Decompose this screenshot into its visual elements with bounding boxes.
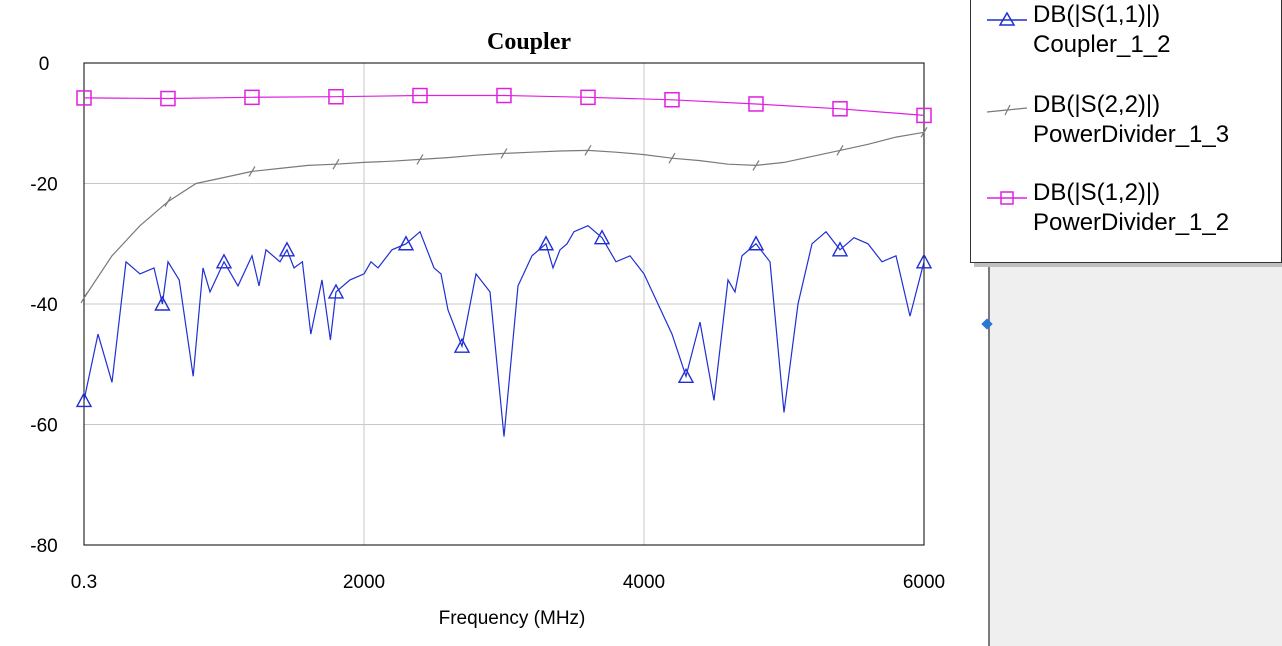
data-point xyxy=(500,148,508,159)
y-tick-label: 0 xyxy=(39,54,50,75)
series-line-2 xyxy=(84,94,924,116)
data-point xyxy=(164,196,172,207)
x-tick-label: 0.3 xyxy=(71,572,97,593)
legend-pane: DB(|S(1,1)|) Coupler_1_2 DB(|S(2,2)|) Po… xyxy=(960,0,1282,646)
data-point xyxy=(748,96,764,112)
y-tick-label: -40 xyxy=(30,295,57,316)
legend-item-s11[interactable]: DB(|S(1,1)|) Coupler_1_2 xyxy=(971,0,1281,80)
plot-frame xyxy=(83,62,925,546)
x-tick-label: 4000 xyxy=(623,572,665,593)
data-point xyxy=(920,126,928,138)
y-tick-label: -60 xyxy=(30,416,57,437)
data-point xyxy=(412,87,428,104)
x-tick-label: 2000 xyxy=(343,572,385,593)
legend-item-s22[interactable]: DB(|S(2,2)|) PowerDivider_1_3 xyxy=(971,90,1281,170)
data-point xyxy=(580,89,596,106)
legend-series-source: Coupler_1_2 xyxy=(1033,31,1171,58)
cross-marker-icon xyxy=(987,104,1027,116)
data-point xyxy=(332,158,340,170)
data-point xyxy=(397,235,415,251)
data-point xyxy=(328,88,344,105)
data-point xyxy=(160,90,176,107)
data-point xyxy=(747,235,765,251)
chart-title: Coupler xyxy=(487,29,571,55)
data-point xyxy=(593,229,611,245)
data-point xyxy=(154,295,171,311)
y-tick-label: -20 xyxy=(30,175,57,196)
data-point xyxy=(836,145,844,156)
data-point xyxy=(244,89,260,106)
chart-legend[interactable]: DB(|S(1,1)|) Coupler_1_2 DB(|S(2,2)|) Po… xyxy=(970,0,1282,263)
legend-series-source: PowerDivider_1_2 xyxy=(1033,209,1230,236)
data-point xyxy=(416,154,424,165)
series-line-0 xyxy=(84,225,924,437)
data-point xyxy=(80,292,88,304)
data-point xyxy=(537,235,555,251)
data-point xyxy=(831,241,849,257)
series-line-1 xyxy=(84,131,924,299)
x-axis-label: Frequency (MHz) xyxy=(439,608,586,629)
data-point xyxy=(327,283,345,299)
data-point xyxy=(916,107,932,124)
empty-pane-body xyxy=(988,260,1282,646)
data-point xyxy=(278,241,296,257)
data-point xyxy=(584,145,592,156)
legend-series-name: DB(|S(2,2)|) xyxy=(1033,91,1161,118)
triangle-marker-icon xyxy=(987,11,1027,26)
data-point xyxy=(752,160,760,171)
data-point xyxy=(668,152,676,164)
data-point xyxy=(915,253,933,269)
data-point xyxy=(496,87,512,104)
y-tick-label: -80 xyxy=(30,536,57,557)
legend-series-name: DB(|S(1,1)|) xyxy=(1033,1,1161,28)
legend-series-name: DB(|S(1,2)|) xyxy=(1033,179,1161,206)
x-tick-label: 6000 xyxy=(903,572,945,593)
data-point xyxy=(832,101,848,117)
data-point xyxy=(75,391,93,408)
legend-item-s12[interactable]: DB(|S(1,2)|) PowerDivider_1_2 xyxy=(971,178,1281,258)
coupler-chart: 0.3 2000 4000 6000 0 -20 -40 -60 -80 Coupler Frequ… xyxy=(30,29,945,629)
square-marker-icon xyxy=(987,191,1027,205)
chart-area: 0.3 2000 4000 6000 0 -20 -40 -60 -80 Coupler Frequ… xyxy=(30,29,945,629)
legend-series-source: PowerDivider_1_3 xyxy=(1033,121,1230,148)
data-point xyxy=(453,337,471,353)
data-point xyxy=(215,253,233,269)
data-point xyxy=(677,367,695,383)
data-point xyxy=(248,166,256,177)
data-point xyxy=(664,92,680,108)
data-point xyxy=(76,90,92,106)
